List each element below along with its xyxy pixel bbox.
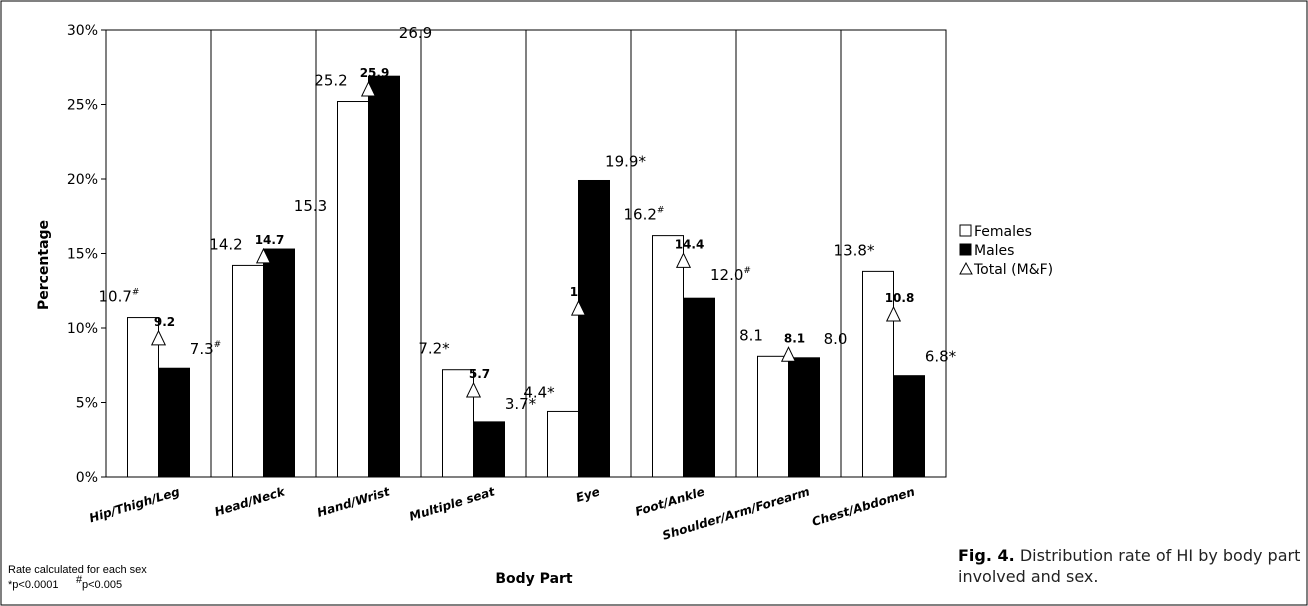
label-total: 10.8 xyxy=(885,291,915,305)
label-total: 14.4 xyxy=(675,237,705,251)
label-males: 12.0# xyxy=(710,266,751,284)
label-females: 14.2 xyxy=(209,235,242,253)
label-females: 13.8* xyxy=(834,241,875,259)
footnote-line1: Rate calculated for each sex xyxy=(8,564,147,576)
label-total: 14.7 xyxy=(255,233,285,247)
label-females: 8.1 xyxy=(739,326,763,344)
legend-label-females: Females xyxy=(974,224,1032,240)
bar-females xyxy=(757,355,789,478)
label-females: 7.2* xyxy=(418,340,450,358)
bar-females xyxy=(547,410,579,478)
label-males: 19.9* xyxy=(605,152,646,170)
x-category-label: Hand/Wrist xyxy=(315,484,392,520)
legend-label-total: Total (M&F) xyxy=(973,262,1053,278)
total-triangle-marker xyxy=(255,247,272,264)
label-males: 15.3 xyxy=(294,197,327,215)
total-triangle-marker xyxy=(465,381,482,398)
label-males: 26.9 xyxy=(399,24,432,42)
label-total: 8.1 xyxy=(784,331,805,345)
y-tick-label: 30% xyxy=(67,23,98,39)
total-triangle-marker xyxy=(150,329,167,346)
caption-text: Distribution rate of HI by body part inv… xyxy=(958,546,1301,586)
y-tick-label: 0% xyxy=(76,470,98,486)
y-axis-title: Percentage xyxy=(36,220,52,310)
footnote-p2: p<0.005 xyxy=(82,579,122,591)
x-category-label: Eye xyxy=(574,484,601,504)
y-tick-label: 20% xyxy=(67,172,98,188)
bar-males xyxy=(263,248,295,478)
x-axis-title: Body Part xyxy=(495,571,573,587)
y-tick-label: 10% xyxy=(67,321,98,337)
footnote-p2-sup: # xyxy=(76,574,83,586)
caption-fig-number: Fig. 4. xyxy=(958,546,1015,565)
footnote-p1: *p<0.0001 xyxy=(8,579,58,591)
total-triangle-marker xyxy=(360,80,377,97)
figure-caption: Fig. 4. Distribution rate of HI by body … xyxy=(958,545,1303,587)
legend-swatch-total-triangle xyxy=(959,261,973,275)
footnote: Rate calculated for each sex *p<0.0001 #… xyxy=(8,564,147,591)
label-females: 16.2# xyxy=(624,206,665,224)
label-total: 11.2 xyxy=(570,285,600,299)
label-total: 5.7 xyxy=(469,367,490,381)
label-females: 4.4* xyxy=(523,383,555,401)
label-total: 25.9 xyxy=(360,66,390,80)
label-males: 6.8* xyxy=(925,348,957,366)
total-triangle-marker xyxy=(570,299,587,316)
total-triangle-marker xyxy=(885,305,902,322)
label-total: 9.2 xyxy=(154,315,175,329)
bar-males xyxy=(578,179,610,478)
legend: Females Males Total (M&F) xyxy=(959,224,1053,278)
y-tick-label: 15% xyxy=(67,247,98,263)
y-tick-label: 5% xyxy=(76,396,98,412)
y-tick-label: 25% xyxy=(67,98,98,114)
label-females: 10.7# xyxy=(99,288,140,306)
legend-label-males: Males xyxy=(974,243,1014,259)
x-category-label: Head/Neck xyxy=(213,484,287,519)
bar-males xyxy=(473,421,505,478)
label-males: 7.3# xyxy=(190,340,221,358)
legend-swatch-females xyxy=(959,224,972,237)
x-category-label: Hip/Thigh/Leg xyxy=(88,484,182,525)
label-females: 25.2 xyxy=(314,72,347,90)
bar-males xyxy=(158,367,190,478)
bar-males xyxy=(368,75,400,478)
bar-females xyxy=(337,101,369,478)
bar-females xyxy=(442,369,474,478)
bar-females xyxy=(862,270,894,478)
bar-males xyxy=(893,375,925,478)
bar-females xyxy=(232,264,264,478)
x-category-label: Multiple seat xyxy=(408,484,498,524)
label-males: 3.7* xyxy=(505,395,537,413)
bar-females xyxy=(652,235,684,478)
plot-area: 0% 5% 10% 15% 20% 25% 30% 10.7# 7.3# 9.2 14.2 15.3 1… xyxy=(67,23,957,543)
x-category-label: Foot/Ankle xyxy=(633,484,706,518)
bar-males xyxy=(683,297,715,478)
total-triangle-marker xyxy=(780,346,797,362)
label-males: 8.0 xyxy=(824,330,848,348)
bar-males xyxy=(788,357,820,478)
legend-swatch-males xyxy=(959,243,972,256)
total-triangle-marker xyxy=(675,252,692,268)
x-category-label: Chest/Abdomen xyxy=(810,484,916,529)
